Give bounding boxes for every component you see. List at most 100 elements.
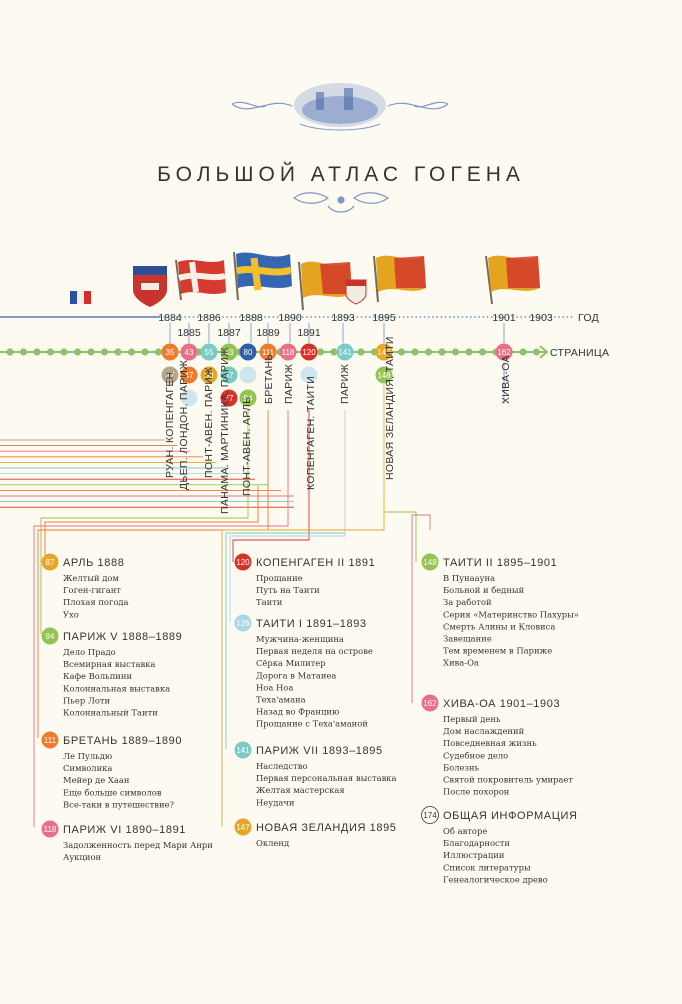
- year-dot: [331, 316, 334, 318]
- page-dot: [465, 348, 473, 356]
- section-item: Теха'амана: [256, 695, 306, 705]
- year-label: 1890: [278, 312, 302, 324]
- section-title: НОВАЯ ЗЕЛАНДИЯ 1895: [256, 822, 397, 834]
- year-dot: [444, 316, 447, 318]
- section-item: Дом наслаждений: [443, 726, 525, 736]
- section-title: КОПЕНГАГЕН II 1891: [256, 557, 375, 569]
- year-dot: [398, 316, 401, 318]
- year-dot: [293, 316, 296, 318]
- page-badge: [259, 343, 277, 361]
- page-dot: [6, 348, 14, 356]
- vertical-label: БРЕТАНЬ: [263, 353, 275, 404]
- year-dot: [264, 316, 266, 318]
- section-item: Первая неделя на острове: [256, 646, 373, 656]
- year-dot: [419, 316, 422, 318]
- year-dot: [562, 316, 565, 318]
- sub-badge-number: 148: [377, 371, 391, 380]
- year-dot: [268, 316, 271, 318]
- year-dot: [394, 316, 397, 318]
- section-page-badge: [421, 694, 439, 712]
- section-item: Неудачи: [256, 797, 295, 807]
- year-dot: [495, 316, 497, 318]
- year-dot: [243, 316, 245, 318]
- section-item: Желтый дом: [63, 573, 119, 583]
- section-title: ТАИТИ I 1891–1893: [256, 618, 367, 630]
- section-title: ПАРИЖ V 1888–1889: [63, 631, 182, 643]
- year-dot: [343, 316, 346, 318]
- section-item: Смерть Алины и Кловиса: [443, 621, 555, 631]
- year-dot: [364, 316, 367, 318]
- section-page-number: 147: [236, 823, 250, 832]
- section-item: Наследство: [256, 761, 308, 771]
- year-dot: [226, 316, 229, 318]
- section-connector: [37, 410, 269, 738]
- year-dot: [516, 316, 518, 318]
- section-item: Мужчина-женщина: [256, 634, 344, 644]
- page-dot: [532, 348, 541, 356]
- section-page-badge: [234, 741, 252, 759]
- contents-sections: 87 АРЛЬ 1888 Желтый дом Гоген-гигант Плохая …: [41, 553, 579, 884]
- gold-red-flag-1: [298, 261, 352, 311]
- section-connector: [411, 514, 431, 703]
- page-badge: [180, 343, 198, 361]
- page-badge: [375, 343, 393, 361]
- section-title: БРЕТАНЬ 1889–1890: [63, 735, 182, 747]
- section: 111 БРЕТАНЬ 1889–1890 Ле Пульдю Символика Ме…: [41, 731, 182, 809]
- year-dot: [503, 316, 506, 318]
- section-item: Болезнь: [443, 762, 480, 772]
- engraving-ornament: [231, 83, 449, 131]
- year-dot: [234, 316, 237, 318]
- section: 87 АРЛЬ 1888 Желтый дом Гоген-гигант Плохая …: [41, 553, 129, 619]
- year-dot: [549, 316, 552, 318]
- year-dot: [427, 316, 430, 318]
- year-dot: [541, 316, 544, 318]
- page-dot: [330, 348, 338, 356]
- section-item: За работой: [443, 597, 492, 607]
- section-item: Завещание: [443, 634, 492, 644]
- section-connector: [384, 511, 417, 562]
- section-page-number: 111: [44, 736, 57, 745]
- page-dot: [127, 348, 136, 356]
- page-title: БОЛЬШОЙ АТЛАС ГОГЕНА: [157, 163, 525, 186]
- year-dot: [520, 316, 523, 318]
- sub-badge: [239, 389, 257, 407]
- tahiti-coat-of-arms: [345, 279, 367, 305]
- year-dot: [167, 316, 170, 318]
- year-dot: [537, 316, 539, 318]
- year-label: 1895: [372, 312, 396, 324]
- year-dot: [159, 316, 161, 318]
- section-item: Плохая погода: [63, 597, 129, 607]
- sub-badge-number: 94: [244, 394, 253, 403]
- section-page-number: 148: [423, 558, 437, 567]
- year-dot: [327, 316, 329, 318]
- section-connector: [40, 410, 249, 634]
- year-dot: [297, 316, 300, 318]
- year-dot: [465, 316, 468, 318]
- section-page-number: 94: [46, 632, 55, 641]
- page-badge-number: 111: [262, 348, 275, 357]
- year-dot: [348, 316, 350, 318]
- year-dot: [432, 316, 434, 318]
- sub-badge-number: 67: [225, 371, 234, 380]
- page-badge: [495, 343, 513, 361]
- page-badge: [200, 343, 218, 361]
- section-item: Серия «Материнство Пахуры»: [443, 609, 579, 619]
- page-dot: [46, 348, 55, 356]
- page-dot: [60, 348, 68, 356]
- year-dot: [180, 316, 182, 318]
- page-badge-number: 43: [185, 348, 194, 357]
- section: 126 ТАИТИ I 1891–1893 Мужчина-женщина Перва…: [234, 614, 373, 729]
- page-dot: [19, 348, 28, 356]
- year-dot: [478, 316, 481, 318]
- section-item: Путь на Таити: [256, 585, 320, 595]
- section-title: ОБЩАЯ ИНФОРМАЦИЯ: [443, 810, 578, 822]
- section-item: Таити: [256, 597, 283, 607]
- year-dot: [217, 316, 220, 318]
- page-badge-number: 63: [225, 348, 234, 357]
- year-dot: [524, 316, 527, 318]
- section: 174 ОБЩАЯ ИНФОРМАЦИЯ Об авторе Благодарност…: [421, 806, 578, 884]
- section: 118 ПАРИЖ VI 1890–1891 Задолженность перед…: [41, 820, 213, 862]
- year-dot: [335, 316, 338, 318]
- year-label: 1903: [529, 312, 553, 324]
- sweden-flag: [233, 251, 293, 301]
